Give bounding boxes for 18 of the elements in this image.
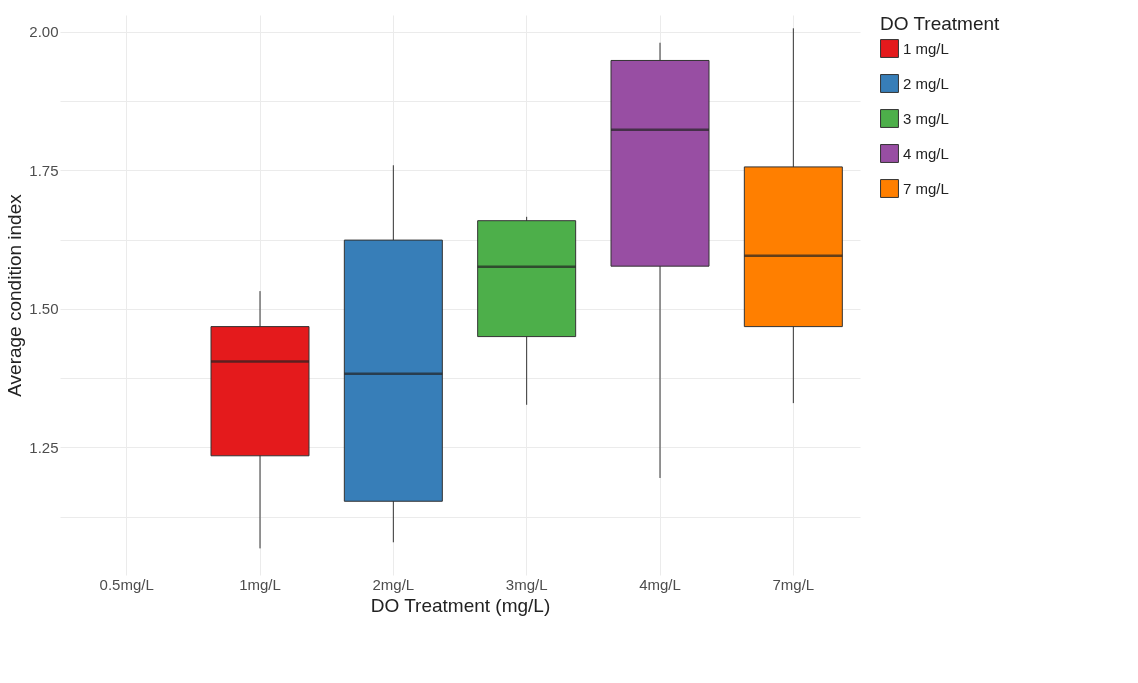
- y-tick-label: 1.25: [29, 438, 59, 456]
- x-tick-label: 1mg/L: [239, 575, 281, 593]
- x-tick-label: 2mg/L: [372, 575, 415, 593]
- legend-label: 1 mg/L: [903, 39, 949, 57]
- x-axis-title: DO Treatment (mg/L): [370, 594, 551, 616]
- legend-label: 2 mg/L: [903, 74, 949, 92]
- y-tick-label: 1.50: [29, 300, 59, 318]
- x-tick-label: 0.5mg/L: [99, 575, 154, 593]
- x-tick-label: 7mg/L: [772, 575, 815, 593]
- y-tick-label: 1.75: [29, 161, 59, 179]
- y-axis-title: Average condition index: [4, 193, 26, 397]
- x-tick-label: 4mg/L: [639, 575, 681, 593]
- legend-title: DO Treatment: [880, 13, 1001, 34]
- legend-label: 4 mg/L: [903, 144, 949, 162]
- x-tick-label: 3mg/L: [505, 575, 548, 593]
- legend-label: 7 mg/L: [903, 179, 949, 197]
- y-tick-label: 2.00: [29, 23, 59, 41]
- legend-label: 3 mg/L: [903, 109, 949, 127]
